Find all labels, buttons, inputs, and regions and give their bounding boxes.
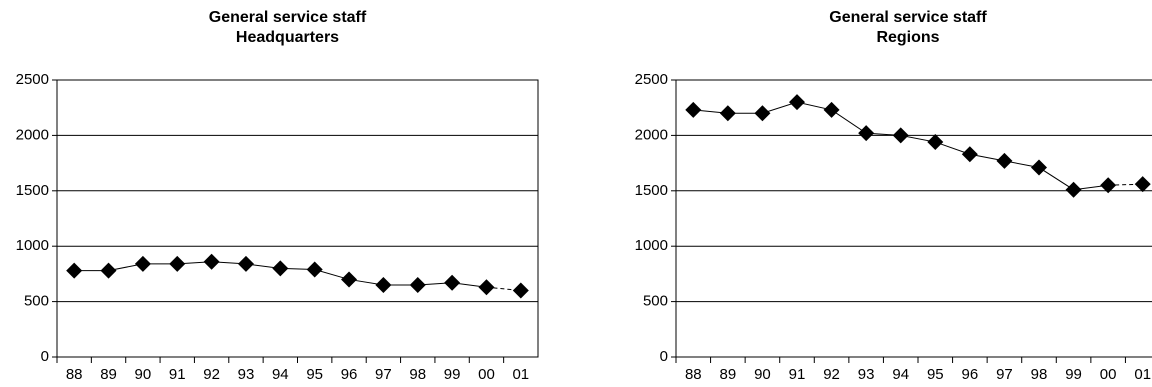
- y-tick-label: 2500: [635, 71, 668, 88]
- chart-subtitle: Regions: [876, 29, 939, 46]
- x-tick-label: 97: [375, 366, 392, 383]
- marker: [169, 255, 186, 272]
- plot-frame: [675, 79, 1152, 358]
- marker: [272, 260, 289, 277]
- marker: [996, 152, 1013, 169]
- x-tick-label: 91: [789, 366, 806, 383]
- series-line: [693, 101, 1109, 191]
- x-tick-label: 93: [238, 366, 255, 383]
- x-tick-label: 90: [135, 366, 152, 383]
- marker: [1031, 159, 1047, 176]
- marker: [927, 134, 944, 151]
- x-tick-label: 94: [892, 366, 909, 383]
- marker: [1065, 181, 1082, 198]
- x-tick-label: 97: [996, 366, 1013, 383]
- x-tick-label: 92: [823, 366, 840, 383]
- marker: [100, 262, 117, 279]
- plot-frame: [56, 79, 539, 358]
- marker: [66, 262, 83, 279]
- x-tick-label: 00: [478, 366, 495, 383]
- y-tick-label: 1500: [635, 182, 668, 199]
- marker: [375, 276, 392, 293]
- y-tick-label: 0: [41, 348, 49, 365]
- x-tick-label: 89: [720, 366, 737, 383]
- x-tick-label: 01: [1134, 366, 1151, 383]
- x-tick-label: 95: [306, 366, 323, 383]
- x-tick-label: 92: [203, 366, 220, 383]
- x-tick-label: 93: [858, 366, 875, 383]
- marker: [1134, 176, 1151, 193]
- marker: [203, 253, 220, 270]
- marker: [444, 274, 461, 291]
- chart-subtitle: Headquarters: [236, 29, 339, 46]
- x-tick-label: 01: [512, 366, 529, 383]
- y-tick-label: 1000: [635, 237, 668, 254]
- marker: [512, 282, 529, 299]
- x-tick-label: 94: [272, 366, 289, 383]
- x-tick-label: 89: [100, 366, 117, 383]
- x-tick-label: 95: [927, 366, 944, 383]
- marker: [685, 101, 702, 118]
- y-tick-label: 2500: [16, 71, 49, 88]
- chart-title: General service staff: [829, 9, 987, 26]
- x-tick-label: 88: [66, 366, 83, 383]
- x-tick-label: 88: [685, 366, 702, 383]
- marker: [341, 271, 358, 288]
- y-tick-label: 2000: [16, 126, 49, 143]
- x-tick-label: 96: [341, 366, 358, 383]
- x-tick-label: 96: [962, 366, 979, 383]
- chart-title: General service staff: [209, 9, 367, 26]
- x-tick-label: 99: [444, 366, 461, 383]
- marker: [478, 279, 495, 296]
- marker: [789, 94, 805, 111]
- marker: [961, 146, 978, 163]
- x-tick-label: 90: [754, 366, 771, 383]
- marker: [1100, 177, 1117, 194]
- x-tick-label: 00: [1100, 366, 1117, 383]
- y-tick-label: 1500: [16, 182, 49, 199]
- marker: [823, 101, 840, 118]
- marker: [306, 261, 323, 278]
- x-tick-label: 98: [409, 366, 426, 383]
- marker: [892, 127, 909, 144]
- x-tick-label: 91: [169, 366, 186, 383]
- x-tick-label: 99: [1065, 366, 1082, 383]
- marker: [858, 125, 875, 142]
- marker: [409, 276, 426, 293]
- marker: [719, 105, 736, 122]
- y-tick-label: 0: [660, 348, 668, 365]
- x-tick-label: 98: [1031, 366, 1048, 383]
- marker: [237, 255, 254, 272]
- y-tick-label: 500: [643, 293, 668, 310]
- y-tick-label: 500: [24, 293, 49, 310]
- y-tick-label: 2000: [635, 126, 668, 143]
- marker: [754, 105, 771, 122]
- y-tick-label: 1000: [16, 237, 49, 254]
- marker: [134, 255, 151, 272]
